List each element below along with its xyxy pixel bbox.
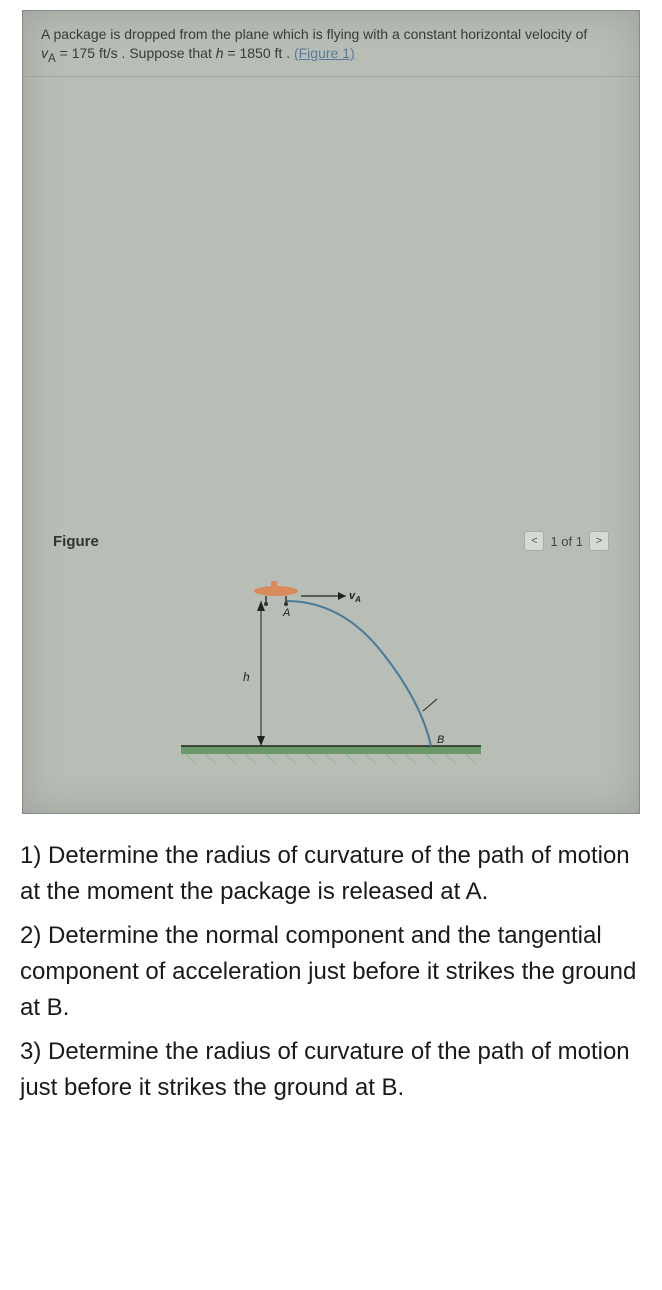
val-h: = 1850 ft . [224, 45, 294, 61]
question-3: 3) Determine the radius of curvature of … [20, 1034, 642, 1106]
figure-link[interactable]: (Figure 1) [294, 45, 355, 61]
questions-block: 1) Determine the radius of curvature of … [0, 814, 662, 1106]
ground-hatch [186, 754, 476, 764]
problem-screenshot: A package is dropped from the plane whic… [22, 10, 640, 814]
pager-text: 1 of 1 [550, 534, 583, 549]
label-h: h [243, 670, 250, 684]
var-h: h [216, 45, 224, 61]
question-2: 2) Determine the normal component and th… [20, 918, 642, 1026]
velocity-arrowhead [338, 592, 346, 600]
val-v: = 175 ft/s . Suppose that [56, 45, 216, 61]
figure-pager: < 1 of 1 > [524, 531, 609, 551]
figure-diagram: h A vA B [171, 571, 491, 771]
problem-line1: A package is dropped from the plane whic… [41, 26, 587, 42]
pager-prev-button[interactable]: < [524, 531, 544, 551]
var-v: v [41, 45, 48, 61]
ground-rect [181, 746, 481, 754]
figure-label: Figure [53, 533, 99, 550]
problem-statement: A package is dropped from the plane whic… [23, 11, 639, 77]
trajectory-curve [286, 601, 431, 746]
height-arrow-top [257, 601, 265, 611]
figure-header: Figure < 1 of 1 > [53, 531, 609, 551]
height-arrow-bottom [257, 736, 265, 746]
b-marker [423, 699, 437, 711]
pager-next-button[interactable]: > [589, 531, 609, 551]
label-va: vA [349, 590, 361, 604]
diagram-svg: h A vA B [171, 571, 491, 771]
label-b: B [437, 734, 444, 746]
figure-section: Figure < 1 of 1 > [53, 531, 609, 771]
question-1: 1) Determine the radius of curvature of … [20, 838, 642, 910]
label-a: A [282, 607, 290, 619]
var-v-sub: A [48, 52, 56, 65]
